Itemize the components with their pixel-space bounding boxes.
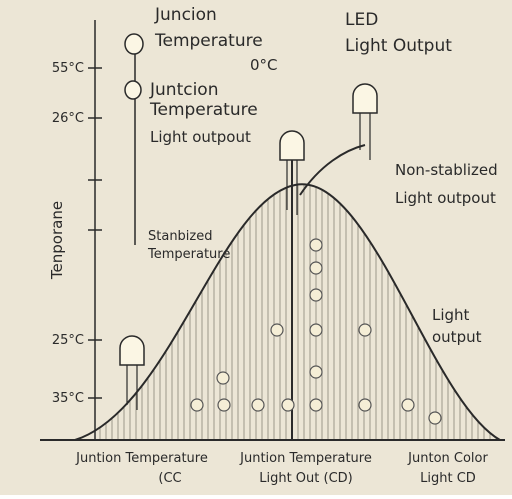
tick-label: 35°C <box>52 391 84 406</box>
title: Juncion Temperature <box>154 5 263 51</box>
x-label: Light CD <box>420 471 476 486</box>
dot <box>216 371 230 385</box>
label-line: Juncion <box>154 5 217 25</box>
dot <box>309 238 323 252</box>
dot <box>309 323 323 337</box>
led <box>124 33 144 55</box>
dot <box>358 398 372 412</box>
leds <box>119 33 378 366</box>
dot <box>428 411 442 425</box>
dot <box>190 398 204 412</box>
light-label: Light outpout <box>150 128 251 146</box>
stabilized-label: Stanbized Temperature <box>147 229 230 262</box>
y-axis-label: Tenporane <box>48 201 66 280</box>
axis-ticks <box>88 67 102 399</box>
curve-link <box>299 144 366 196</box>
right-title: LED Light Output <box>345 10 452 56</box>
dot <box>309 288 323 302</box>
led-legs <box>126 113 371 410</box>
label-line: Light Output <box>345 36 452 56</box>
x-label: Juntion Temperature <box>239 451 372 466</box>
non-stabilized-label: Non-stablized Light outpout <box>395 161 498 207</box>
label-line: Non-stablized <box>395 161 498 179</box>
x-label: (CC <box>158 471 181 486</box>
dot <box>217 398 231 412</box>
label-line: Light <box>432 306 470 324</box>
led <box>352 83 378 114</box>
dots <box>190 238 442 425</box>
dot <box>358 323 372 337</box>
led <box>124 80 142 100</box>
dot <box>251 398 265 412</box>
dot <box>401 398 415 412</box>
title-value: 0°C <box>250 56 278 74</box>
dot <box>309 365 323 379</box>
dot <box>309 261 323 275</box>
dot <box>281 398 295 412</box>
led <box>119 335 145 366</box>
junction-label: Juntcion Temperature <box>149 80 258 120</box>
label-line: LED <box>345 10 378 30</box>
tick-label: 55°C <box>52 61 84 76</box>
label-line: output <box>432 328 482 346</box>
tick-label: 25°C <box>52 333 84 348</box>
x-label: Juntion Temperature <box>75 451 208 466</box>
light-output-label: Light output <box>432 306 482 346</box>
bell-curve <box>74 183 501 441</box>
dot <box>270 323 284 337</box>
label-line: Juntcion <box>149 80 218 100</box>
label-line: Temperature <box>149 100 258 120</box>
dot <box>309 398 323 412</box>
tick-label: 26°C <box>52 111 84 126</box>
x-label: Junton Color <box>407 451 488 466</box>
label-line: Light outpout <box>395 189 496 207</box>
led <box>279 130 305 161</box>
label-line: Stanbized <box>148 229 213 244</box>
label-line: Temperature <box>154 31 263 51</box>
label-line: Temperature <box>147 247 230 262</box>
x-label: Light Out (CD) <box>259 471 353 486</box>
